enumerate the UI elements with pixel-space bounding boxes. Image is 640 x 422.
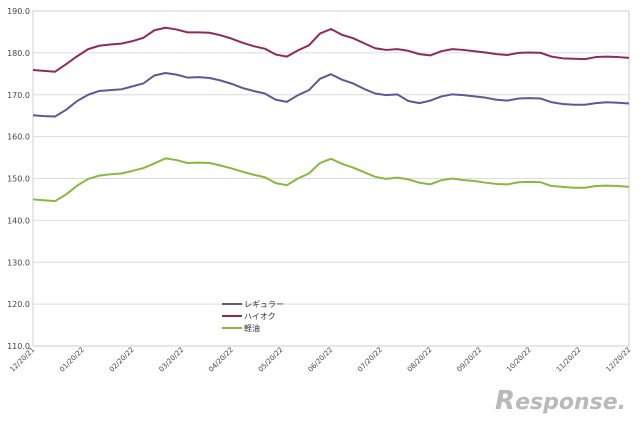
x-tick-label: 12/20/22	[605, 346, 633, 374]
series-lines	[32, 26, 630, 203]
x-tick-label: 11/20/22	[555, 346, 583, 374]
y-tick-label: 150.0	[7, 175, 30, 184]
y-tick-label: 130.0	[7, 258, 30, 267]
x-tick-label: 10/20/22	[505, 346, 533, 374]
x-tick-label: 08/20/22	[406, 346, 434, 374]
watermark-text: esponse.	[515, 390, 626, 415]
y-tick-label: 160.0	[7, 133, 30, 142]
response-watermark-logo: Response.	[495, 386, 626, 416]
y-tick-label: 140.0	[7, 216, 30, 225]
legend-item-diesel: 軽油	[222, 323, 260, 333]
watermark-initial: R	[495, 386, 516, 416]
x-tick-label: 02/20/22	[108, 346, 136, 374]
y-tick-label: 170.0	[7, 91, 30, 100]
y-tick-label: 190.0	[7, 7, 30, 16]
legend-label-diesel: 軽油	[244, 323, 260, 333]
series-line-diesel	[32, 157, 630, 203]
x-tick-label: 09/20/22	[456, 346, 484, 374]
x-tick-label: 03/20/22	[158, 346, 186, 374]
x-axis-ticks: 12/20/21 01/20/22 02/20/22 03/20/22 04/20/22…	[9, 346, 633, 374]
legend-label-regular: レギュラー	[244, 300, 284, 309]
y-tick-label: 120.0	[7, 300, 30, 309]
series-line-regular	[32, 71, 630, 118]
legend-label-high-octane: ハイオク	[244, 312, 276, 321]
legend-item-high-octane: ハイオク	[222, 312, 276, 321]
legend: レギュラー ハイオク 軽油	[222, 300, 284, 333]
x-tick-label: 04/20/22	[207, 346, 235, 374]
y-tick-label: 110.0	[7, 342, 30, 351]
y-axis-ticks: 110.0 120.0 130.0 140.0 150.0 160.0 170.0 180.0…	[7, 7, 30, 351]
x-tick-label: 05/20/22	[257, 346, 285, 374]
series-line-high-octane	[32, 26, 630, 73]
x-tick-label: 01/20/22	[58, 346, 86, 374]
legend-item-regular: レギュラー	[222, 300, 284, 309]
x-tick-label: 06/20/22	[307, 346, 335, 374]
x-tick-label: 07/20/22	[356, 346, 384, 374]
y-tick-label: 180.0	[7, 49, 30, 58]
